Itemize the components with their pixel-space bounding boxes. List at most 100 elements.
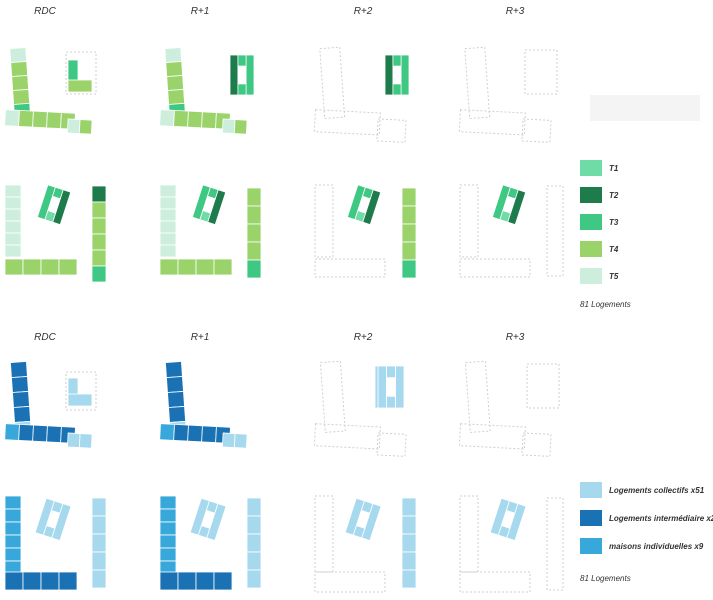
top-a-row2-unit <box>78 119 93 135</box>
ghost-row <box>521 118 552 143</box>
bot-plot-a-bottom-3 <box>458 423 552 457</box>
legend-label-t1: T1 <box>609 164 619 173</box>
top-b-court-unit <box>229 54 239 96</box>
bot-c-col-unit <box>159 495 177 510</box>
ghost-row <box>376 118 407 143</box>
level-title-bottom-rdc: RDC <box>34 332 56 343</box>
top-a-gap <box>25 50 34 98</box>
legend-label-individuelles: maisons individuelles x9 <box>609 542 704 551</box>
top-b-court-unit <box>237 54 247 67</box>
bot-a-row-unit <box>187 424 203 443</box>
bot-a-col-unit <box>166 376 184 393</box>
bot-c-rcol-unit <box>401 551 417 571</box>
bot-c-court-court <box>200 509 216 529</box>
top-plot-c-1 <box>159 184 262 279</box>
legend-swatch-t1 <box>580 160 602 176</box>
bot-c-col-unit <box>159 508 177 523</box>
ghost-row <box>521 432 552 457</box>
bot-c-rcol-unit <box>246 551 262 571</box>
ghost-column <box>546 497 564 591</box>
top-b-unit <box>67 79 93 93</box>
bot-b-court-court <box>386 377 396 397</box>
bot-plot-c-court-3 <box>489 497 527 542</box>
legend-swatch-collectifs <box>580 482 602 498</box>
bot-plot-b-3 <box>526 363 560 409</box>
legend-label-t4: T4 <box>609 245 619 254</box>
top-c-col-unit <box>4 208 22 222</box>
top-c-rcol-unit <box>401 205 417 225</box>
top-c-col-unit <box>159 220 177 234</box>
bot-c-rcol-unit <box>91 515 107 535</box>
top-plot-a-left-0 <box>9 47 34 119</box>
top-b-court-unit <box>245 54 255 96</box>
bot-a-row2-unit <box>233 433 248 449</box>
ghost-column <box>464 360 491 433</box>
bot-c-col-unit <box>4 508 22 523</box>
faint-background-panel <box>590 95 700 121</box>
level-title-top-r1: R+1 <box>190 6 210 17</box>
top-dwelling-count: 81 Logements <box>580 300 631 309</box>
bot-a-row-unit <box>159 423 175 441</box>
level-title-top-r3: R+3 <box>505 6 525 17</box>
top-c-col-unit <box>4 220 22 234</box>
top-b-court-court <box>237 65 247 85</box>
top-plot-a-bottom-1 <box>159 109 248 135</box>
top-c-row-unit <box>195 258 215 276</box>
top-a-col-unit <box>165 61 184 77</box>
top-a-col-unit <box>12 88 31 105</box>
bot-c-row-unit <box>177 571 197 591</box>
bot-c-rcol-unit <box>246 533 262 553</box>
top-plot-c-3 <box>459 184 564 278</box>
ghost-row <box>314 571 386 593</box>
top-plot-c-court-3 <box>491 184 527 226</box>
bot-a-col-unit <box>11 376 29 393</box>
legend-label-t3: T3 <box>609 218 619 227</box>
bot-a-row-unit <box>32 424 48 443</box>
top-c-court-court <box>502 195 516 214</box>
top-b-court-unit <box>400 54 410 96</box>
bot-b-court-unit <box>386 395 396 409</box>
bot-c-row-unit <box>159 571 179 591</box>
ghost-block <box>65 371 97 411</box>
bot-a-row2-unit <box>66 432 81 448</box>
bot-c-col-unit <box>159 534 177 549</box>
ghost-row <box>376 432 407 457</box>
top-c-rcol-unit <box>91 217 107 235</box>
ghost-block <box>524 49 558 95</box>
top-plot-a-ghost-3 <box>464 46 491 119</box>
bot-a-row-unit <box>201 425 217 443</box>
bot-plot-a-bottom-1 <box>159 423 248 449</box>
top-plot-a-left-1 <box>164 47 189 119</box>
bot-plot-c-1 <box>159 495 262 591</box>
top-c-rcol-unit <box>91 249 107 267</box>
top-plot-a-bottom-0 <box>4 109 93 135</box>
top-b-court-unit <box>384 54 394 96</box>
legend-swatch-t3 <box>580 214 602 230</box>
bot-plot-a-bottom-0 <box>4 423 93 449</box>
bot-c-court-court <box>500 509 516 529</box>
bot-c-col-unit <box>4 521 22 536</box>
top-plot-a-ghost-b-2 <box>313 109 407 143</box>
level-title-bottom-r3: R+3 <box>505 332 525 343</box>
top-c-row-unit <box>177 258 197 276</box>
top-plot-a-ghost-2 <box>319 46 346 119</box>
top-c-court-court <box>357 195 371 214</box>
legend-label-intermediaire: Logements intermédiaire x21 <box>609 514 713 523</box>
bot-a-col-unit <box>12 390 30 408</box>
top-plot-c-court-0 <box>36 184 72 226</box>
ghost-column <box>319 46 346 119</box>
bot-c-rcol-unit <box>246 569 262 589</box>
bot-plot-b-2 <box>377 365 405 409</box>
top-a-row-unit <box>46 111 62 129</box>
bot-c-rcol-unit <box>401 515 417 535</box>
top-a-col-unit <box>167 88 186 105</box>
top-c-row-unit <box>40 258 60 276</box>
bot-c-col-unit <box>4 534 22 549</box>
top-c-col-unit <box>159 196 177 210</box>
bot-plot-c-3 <box>459 495 564 593</box>
bot-a-col-unit <box>13 405 31 423</box>
top-c-col-unit <box>159 232 177 246</box>
top-a-col-unit <box>9 47 28 64</box>
bot-c-col-unit <box>4 495 22 510</box>
